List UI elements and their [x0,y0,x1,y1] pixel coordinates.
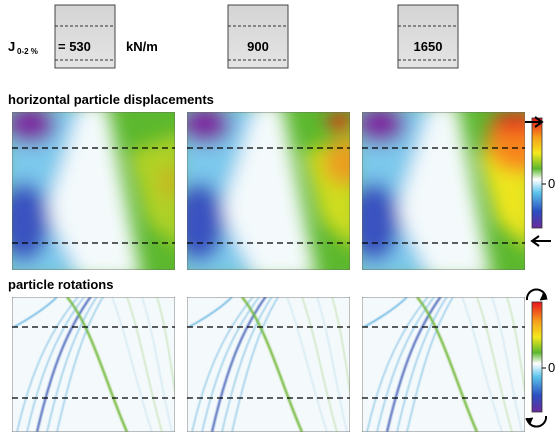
scale-label: 0 [548,176,555,191]
background [362,297,525,432]
symbol: J [8,39,15,54]
colorbar [532,118,542,228]
rotation-map [12,292,182,432]
field [328,112,352,132]
figure: J 0-2 % = 530 kN/m 900 1650 horizontal p… [0,0,560,432]
rotation-map [362,292,532,432]
section-title: particle rotations [8,277,113,292]
field [160,164,180,200]
field [4,104,56,144]
subscript: 0-2 % [17,47,38,56]
load-value: = 530 [58,39,91,54]
sample-box [55,5,458,68]
load-value: 900 [247,39,269,54]
displacement-map [348,102,554,280]
field [173,182,225,262]
field [0,182,50,262]
unit: kN/m [126,39,158,54]
arrow [532,236,551,246]
displacement-map [0,102,185,280]
displacement-map [173,102,367,280]
field [354,104,406,144]
panels [0,102,554,432]
field [323,138,367,186]
rotation-map [187,292,357,432]
scale-label: 0 [548,360,555,375]
section-title: horizontal particle displacements [8,92,214,107]
field [179,104,231,144]
field [348,182,400,262]
background [187,297,350,432]
colorbar [532,302,542,412]
background [12,297,175,432]
load-value: 1650 [414,39,443,54]
